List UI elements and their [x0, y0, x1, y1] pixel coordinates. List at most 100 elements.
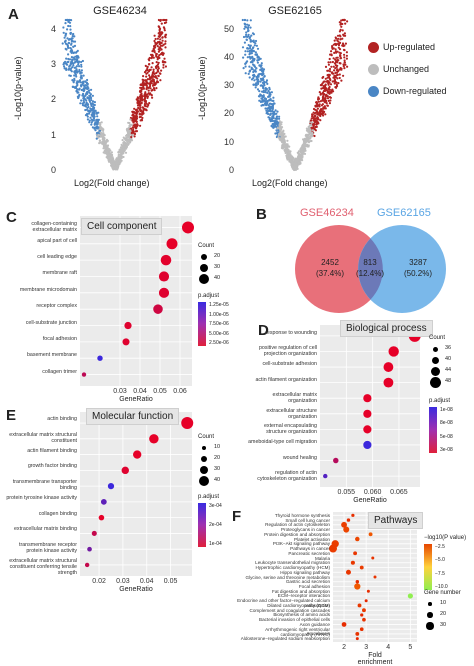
- volcano-point: [282, 139, 285, 143]
- volcano-point: [79, 102, 82, 105]
- volcano-point: [324, 84, 327, 87]
- size-legend-label: 30: [214, 264, 221, 270]
- volcano-point: [302, 152, 305, 155]
- volcano-point: [334, 50, 337, 53]
- volcano-point: [344, 42, 347, 45]
- size-legend-label: 20: [440, 611, 447, 617]
- volcano-point: [102, 147, 105, 150]
- volcano-point: [107, 148, 110, 151]
- panel-label: E: [6, 407, 17, 424]
- volcano-point: [298, 156, 301, 159]
- volcano-point: [70, 56, 73, 59]
- volcano-point: [327, 87, 331, 90]
- volcano-point: [142, 110, 145, 113]
- volcano-point: [324, 77, 327, 80]
- volcano-point: [246, 23, 249, 26]
- volcano-point: [135, 111, 138, 114]
- volcano-point: [330, 89, 334, 92]
- volcano-point: [337, 37, 340, 40]
- volcano-point: [127, 121, 130, 124]
- volcano-point: [256, 59, 259, 62]
- volcano-point: [309, 131, 312, 134]
- data-point: [122, 338, 130, 346]
- volcano-point: [334, 71, 337, 74]
- volcano-point: [135, 98, 138, 101]
- volcano-point: [144, 64, 147, 67]
- volcano-point: [341, 29, 344, 32]
- volcano-point: [81, 59, 84, 63]
- volcano-point: [328, 96, 332, 99]
- size-legend-title: Count: [429, 335, 446, 341]
- data-point: [363, 409, 372, 418]
- x-tick: 4: [386, 644, 391, 651]
- volcano-point: [321, 113, 324, 116]
- volcano-point: [257, 74, 260, 77]
- volcano-point: [333, 82, 336, 85]
- volcano-point: [148, 102, 151, 105]
- volcano-point: [246, 50, 249, 53]
- volcano-point: [68, 64, 71, 67]
- x-tick: 0.03: [116, 578, 130, 585]
- volcano-point: [323, 87, 326, 90]
- volcano-right-title: GSE62165: [268, 5, 322, 17]
- volcano-point: [126, 131, 129, 134]
- volcano-point: [315, 123, 318, 126]
- size-legend-dot: [428, 602, 432, 606]
- volcano-point: [292, 157, 295, 160]
- volcano-point: [273, 119, 276, 123]
- volcano-point: [139, 100, 142, 103]
- volcano-point: [130, 132, 133, 135]
- volcano-point: [153, 83, 156, 86]
- volcano-point: [90, 99, 93, 102]
- y-tick-label: Dilated cardiomyopathy (DCM): [267, 602, 330, 608]
- volcano-point: [153, 39, 156, 43]
- volcano-point: [72, 45, 75, 48]
- volcano-point: [147, 92, 150, 95]
- volcano-point: [94, 129, 97, 132]
- volcano-point: [261, 85, 265, 88]
- volcano-point: [77, 96, 80, 99]
- volcano-point: [76, 71, 79, 74]
- volcano-point: [334, 48, 337, 51]
- volcano-point: [159, 72, 162, 75]
- volcano-point: [327, 61, 330, 64]
- volcano-point: [138, 102, 141, 105]
- volcano-point: [112, 167, 115, 170]
- volcano-point: [263, 99, 266, 102]
- dot-plot-area: [80, 412, 194, 576]
- volcano-point: [140, 102, 143, 105]
- volcano-point: [256, 77, 259, 80]
- volcano-point: [163, 18, 166, 22]
- volcano-point: [336, 61, 339, 64]
- data-point: [100, 498, 107, 505]
- volcano-point: [156, 56, 159, 59]
- volcano-point: [91, 94, 94, 97]
- volcano-point: [299, 159, 302, 162]
- color-legend-label: 5e-08: [440, 433, 453, 440]
- data-point: [107, 482, 115, 490]
- y-tick-label: extracellular structure organization: [266, 407, 317, 420]
- volcano-point: [78, 60, 81, 63]
- size-legend-dot: [199, 476, 209, 486]
- volcano-point: [261, 98, 264, 101]
- volcano-point: [85, 82, 89, 85]
- volcano-point: [343, 44, 346, 47]
- volcano-point: [302, 144, 305, 147]
- volcano-point: [327, 99, 330, 102]
- y-tick-label: Amoebiasis: [306, 631, 330, 637]
- volcano-point: [338, 62, 341, 65]
- volcano-point: [320, 108, 323, 111]
- volcano-point: [154, 37, 157, 41]
- venn-left-pct: (37.4%): [315, 269, 344, 278]
- volcano-point: [273, 121, 277, 124]
- size-legend-dot: [432, 346, 438, 352]
- volcano-point: [145, 79, 148, 82]
- volcano-point: [249, 52, 252, 55]
- volcano-point: [325, 95, 328, 98]
- volcano-point: [98, 142, 101, 145]
- volcano-point: [270, 124, 273, 128]
- volcano-point: [108, 160, 111, 163]
- y-tick-label: transmembrane transporter binding: [12, 479, 77, 492]
- volcano-point: [137, 99, 140, 102]
- volcano-point: [130, 139, 134, 142]
